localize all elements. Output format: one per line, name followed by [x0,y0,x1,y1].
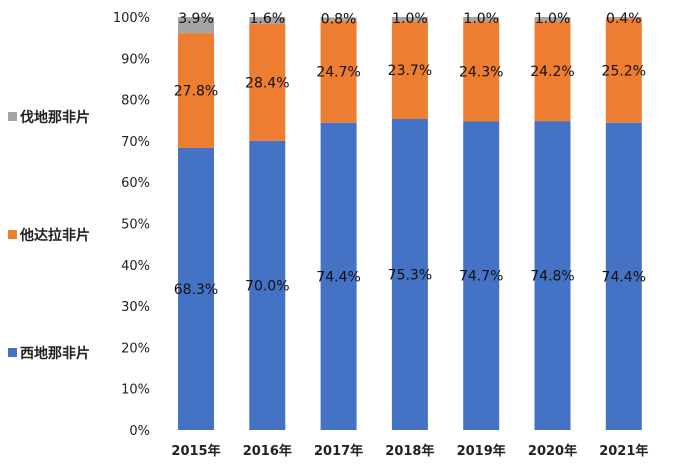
x-tick-label: 2015年 [171,443,220,459]
bar-segment [463,17,500,22]
x-tick-label: 2016年 [243,443,292,459]
x-tick-label: 2018年 [385,443,434,459]
legend-swatch [8,230,17,239]
data-label: 74.8% [530,269,574,285]
data-labels: 68.3% 27.8% 3.9% 70.0% 28.4% 1.6% 74.4% 24.7% 0.… [174,11,646,298]
bar-segment [249,17,286,24]
data-label: 1.0% [535,11,571,27]
data-label: 75.3% [388,268,432,284]
data-label: 25.2% [602,64,646,80]
data-label: 0.4% [606,11,642,27]
data-label: 68.3% [174,282,218,298]
bars [178,17,642,431]
bar-segment [534,17,571,22]
x-tick-label: 2021年 [599,443,648,459]
data-label: 74.4% [602,269,646,285]
bar-segment [605,17,642,19]
legend-swatch [8,112,17,121]
y-tick-label: 90% [121,52,150,67]
bar-segment [463,21,500,122]
data-label: 74.7% [459,269,503,285]
y-tick-label: 40% [121,259,150,274]
bar-segment [178,147,214,430]
bar-segment [605,122,642,430]
bar-segment [320,20,357,123]
data-label: 1.0% [392,11,428,27]
data-label: 0.8% [321,11,357,27]
bar-segment [534,121,571,431]
bar-segment [391,21,428,120]
y-tick-label: 30% [121,300,150,315]
data-label: 3.9% [178,11,214,27]
y-axis: 0% 10% 20% 30% 40% 50% 60% 70% 80% 90% 100% [113,11,150,439]
bar-segment [391,17,428,22]
x-tick-label: 2017年 [314,443,363,459]
data-label: 70.0% [245,278,289,294]
data-label: 74.4% [316,269,360,285]
y-tick-label: 80% [121,94,150,109]
legend-label: 西地那非片 [20,345,90,362]
data-label: 24.7% [316,65,360,81]
bar-segment [249,23,286,141]
bar-segment [320,17,357,21]
x-tick-label: 2019年 [457,443,506,459]
y-tick-label: 10% [121,383,150,398]
legend-swatch [8,348,17,357]
y-tick-label: 20% [121,341,150,356]
bar-segment [249,140,286,430]
y-tick-label: 70% [121,135,150,150]
bar-segment [178,33,214,148]
y-tick-label: 100% [113,11,150,26]
data-label: 28.4% [245,75,289,91]
x-tick-label: 2020年 [528,443,577,459]
data-label: 27.8% [174,84,218,100]
bar-segment [391,119,428,431]
data-label: 24.2% [530,64,574,80]
data-label: 1.0% [463,11,499,27]
y-tick-label: 60% [121,176,150,191]
bar-segment [534,21,571,122]
legend-label: 他达拉非片 [19,227,90,244]
y-tick-label: 50% [121,218,150,233]
data-label: 24.3% [459,64,503,80]
x-axis: 2015年 2016年 2017年 2018年 2019年 2020年 2021年 [171,443,648,459]
data-label: 23.7% [388,63,432,79]
bar-segment [463,121,500,430]
bar-segment [320,122,357,430]
bar-segment [178,17,214,34]
legend-label: 伐地那非片 [20,109,90,126]
y-tick-label: 0% [129,424,150,439]
bar-segment [605,18,642,123]
data-label: 1.6% [250,11,286,27]
